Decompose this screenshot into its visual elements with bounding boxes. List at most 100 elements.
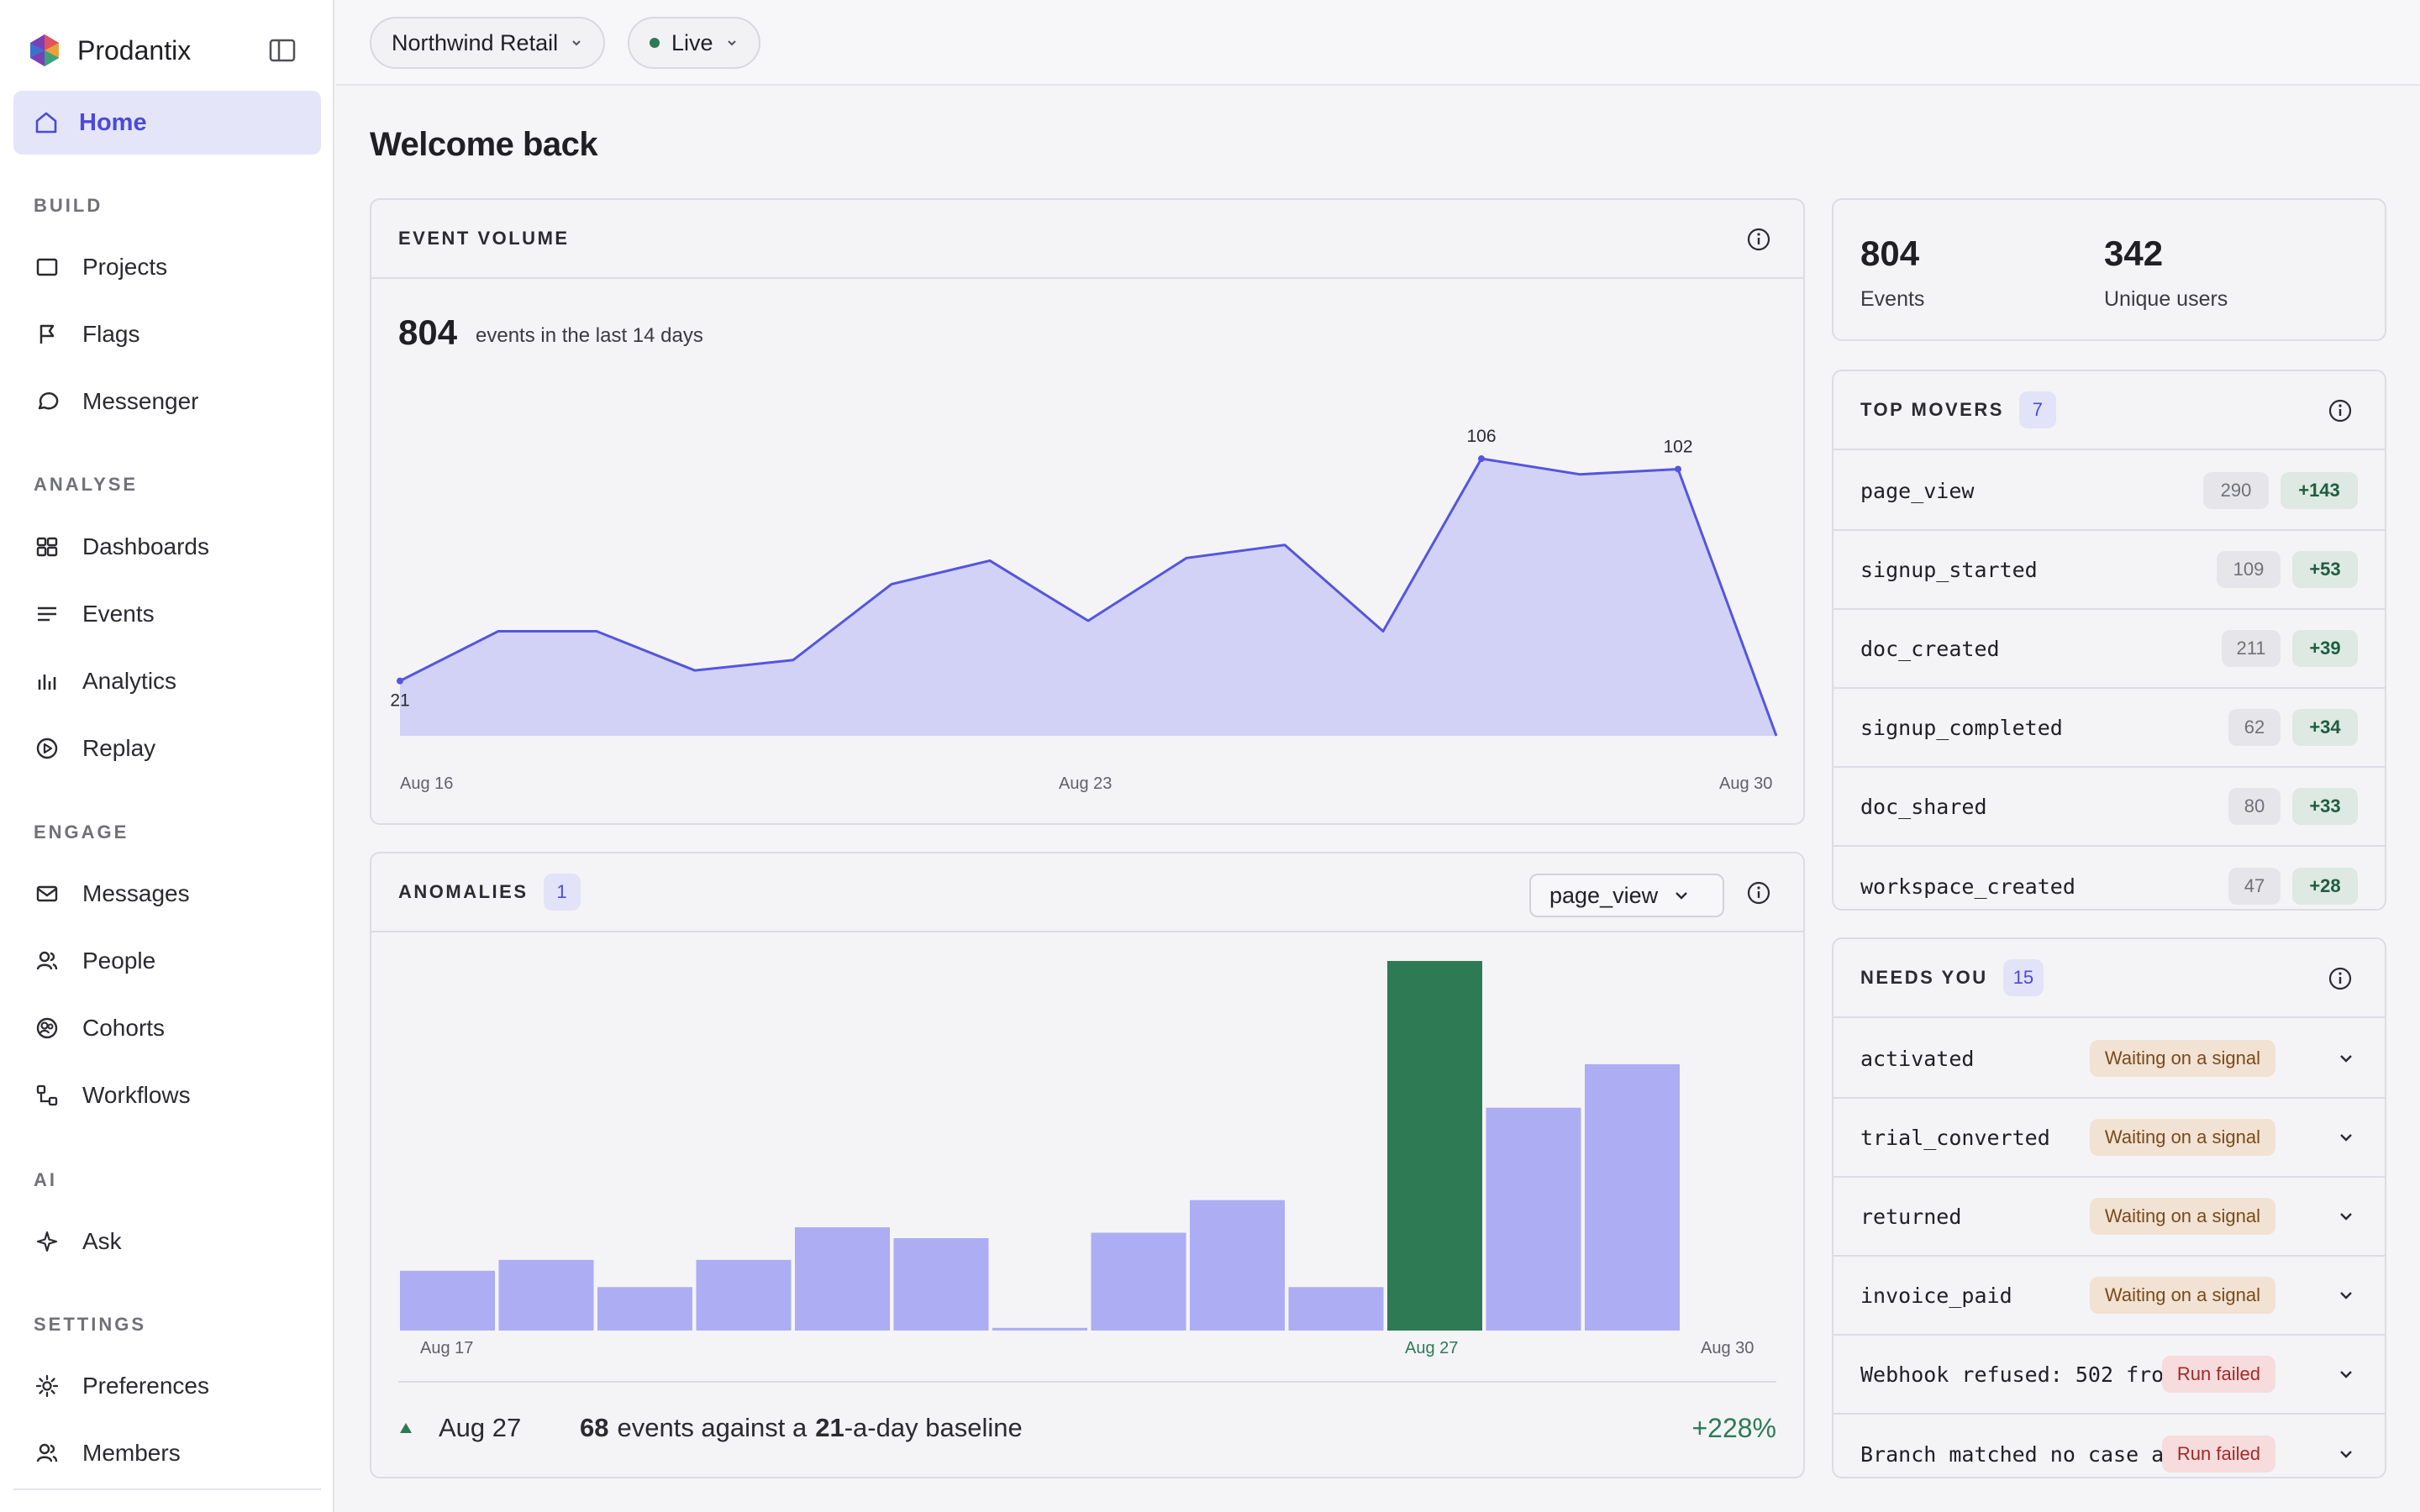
- chevron-down-icon[interactable]: [2336, 1127, 2356, 1147]
- sidebar-item-ask[interactable]: Ask: [13, 1215, 321, 1268]
- list-item[interactable]: Webhook refused: 502 fro… Run failed: [1833, 1336, 2385, 1415]
- data-point[interactable]: [397, 677, 403, 685]
- sidebar-divider: [13, 1488, 321, 1490]
- stats-card: 804 Events 342 Unique users: [1832, 198, 2386, 341]
- chevron-down-icon[interactable]: [2336, 1285, 2356, 1305]
- status-badge: Run failed: [2161, 1436, 2275, 1473]
- bar[interactable]: [498, 1259, 594, 1331]
- x-axis-label-end: Aug 30: [1719, 774, 1773, 793]
- sidebar-panel-icon: [269, 39, 296, 62]
- chevron-down-icon[interactable]: [2336, 1444, 2356, 1464]
- sidebar-item-people[interactable]: People: [13, 934, 321, 988]
- sidebar-item-analytics[interactable]: Analytics: [13, 654, 321, 708]
- list-item[interactable]: doc_shared 80 +33: [1833, 768, 2385, 847]
- event-total-caption: events in the last 14 days: [476, 324, 703, 347]
- sidebar-item-messenger[interactable]: Messenger: [13, 375, 321, 428]
- task-name: trial_converted: [1860, 1125, 2050, 1150]
- sidebar-item-cohorts[interactable]: Cohorts: [13, 1001, 321, 1055]
- brand[interactable]: Prodantix: [27, 30, 191, 71]
- chevron-down-icon[interactable]: [2336, 1048, 2356, 1068]
- event-select-value: page_view: [1549, 882, 1659, 908]
- list-item[interactable]: workspace_created 47 +28: [1833, 847, 2385, 909]
- x-axis-label-start: Aug 16: [400, 774, 454, 793]
- sidebar-toggle-button[interactable]: [267, 35, 297, 66]
- card-header: NEEDS YOU 15: [1833, 939, 2385, 1018]
- list-item[interactable]: Branch matched no case a… Run failed: [1833, 1415, 2385, 1477]
- bar[interactable]: [696, 1259, 792, 1331]
- info-icon[interactable]: [1746, 227, 1771, 252]
- event-total-chip: 47: [2228, 868, 2281, 905]
- task-name: activated: [1860, 1046, 1975, 1071]
- users-stat-label: Unique users: [2104, 287, 2228, 311]
- info-icon[interactable]: [2328, 966, 2353, 991]
- sidebar-item-label: Workflows: [82, 1082, 191, 1108]
- chevron-down-icon[interactable]: [2336, 1364, 2356, 1384]
- list-item[interactable]: signup_started 109 +53: [1833, 531, 2385, 610]
- bar[interactable]: [400, 1270, 495, 1331]
- chevron-down-icon: [727, 40, 736, 46]
- users-icon: [34, 948, 60, 974]
- anomaly-count: 68: [580, 1413, 609, 1442]
- event-select[interactable]: page_view: [1529, 874, 1724, 917]
- workspace-selector[interactable]: Northwind Retail: [370, 17, 606, 69]
- workspace-name: Northwind Retail: [392, 29, 559, 55]
- square-icon: [34, 254, 60, 281]
- event-delta-chip: +33: [2292, 788, 2358, 825]
- sidebar-item-projects[interactable]: Projects: [13, 240, 321, 294]
- sidebar-item-events[interactable]: Events: [13, 587, 321, 641]
- sidebar-item-label: Members: [82, 1440, 181, 1466]
- sidebar-item-flags[interactable]: Flags: [13, 307, 321, 361]
- bar[interactable]: [1486, 1107, 1581, 1331]
- sidebar-item-members[interactable]: Members: [13, 1426, 321, 1480]
- chevron-down-icon[interactable]: [2336, 1206, 2356, 1226]
- bar[interactable]: [893, 1238, 989, 1331]
- event-volume-chart: 21 106 102: [390, 427, 1778, 737]
- anomaly-change: +228%: [1691, 1412, 1776, 1443]
- event-total-chip: 211: [2222, 630, 2281, 667]
- sidebar: Prodantix Home BUILD Projects Flags Mess…: [0, 0, 334, 1512]
- bar[interactable]: [597, 1287, 692, 1331]
- status-badge: Waiting on a signal: [2089, 1040, 2275, 1077]
- sidebar-item-dashboards[interactable]: Dashboards: [13, 520, 321, 574]
- sidebar-item-home[interactable]: Home: [13, 91, 321, 155]
- bar[interactable]: [795, 1227, 890, 1331]
- sidebar-item-replay[interactable]: Replay: [13, 722, 321, 775]
- bar[interactable]: [1190, 1200, 1285, 1331]
- live-status-dot: [650, 38, 660, 48]
- data-point[interactable]: [1478, 455, 1485, 463]
- event-name: workspace_created: [1860, 874, 2075, 899]
- sidebar-item-messages[interactable]: Messages: [13, 867, 321, 921]
- bar[interactable]: [992, 1327, 1087, 1331]
- event-delta-chip: +143: [2281, 472, 2358, 509]
- status-badge: Waiting on a signal: [2089, 1277, 2275, 1314]
- anomaly-summary[interactable]: Aug 27 68 events against a 21 -a-day bas…: [398, 1404, 1776, 1452]
- info-icon[interactable]: [1746, 880, 1771, 906]
- list-item[interactable]: trial_converted Waiting on a signal: [1833, 1099, 2385, 1178]
- anomaly-text-mid: events against a: [617, 1413, 808, 1442]
- list-item[interactable]: signup_completed 62 +34: [1833, 689, 2385, 768]
- sidebar-item-workflows[interactable]: Workflows: [13, 1068, 321, 1122]
- sparkle-icon: [34, 1228, 60, 1255]
- event-total-chip: 62: [2228, 709, 2281, 746]
- divider: [398, 1381, 1776, 1383]
- data-point[interactable]: [1675, 465, 1681, 473]
- bar[interactable]: [1585, 1063, 1680, 1331]
- sidebar-item-label: Analytics: [82, 668, 177, 694]
- list-item[interactable]: doc_created 211 +39: [1833, 610, 2385, 689]
- bar[interactable]: [1288, 1287, 1384, 1331]
- bar[interactable]: [1387, 961, 1482, 1331]
- event-total-chip: 109: [2217, 551, 2281, 588]
- bar[interactable]: [1091, 1232, 1186, 1331]
- environment-selector[interactable]: Live: [628, 17, 760, 69]
- home-icon: [35, 112, 57, 134]
- list-icon: [34, 601, 60, 627]
- info-icon[interactable]: [2328, 398, 2353, 423]
- sidebar-item-preferences[interactable]: Preferences: [13, 1359, 321, 1413]
- needs-you-card: NEEDS YOU 15 activated Waiting on a sign…: [1832, 937, 2386, 1478]
- list-item[interactable]: returned Waiting on a signal: [1833, 1178, 2385, 1257]
- nav-section-analyse: ANALYSE: [34, 474, 139, 495]
- list-item[interactable]: invoice_paid Waiting on a signal: [1833, 1257, 2385, 1336]
- list-item[interactable]: page_view 290 +143: [1833, 452, 2385, 531]
- x-axis-label-start: Aug 17: [420, 1339, 474, 1357]
- list-item[interactable]: activated Waiting on a signal: [1833, 1020, 2385, 1099]
